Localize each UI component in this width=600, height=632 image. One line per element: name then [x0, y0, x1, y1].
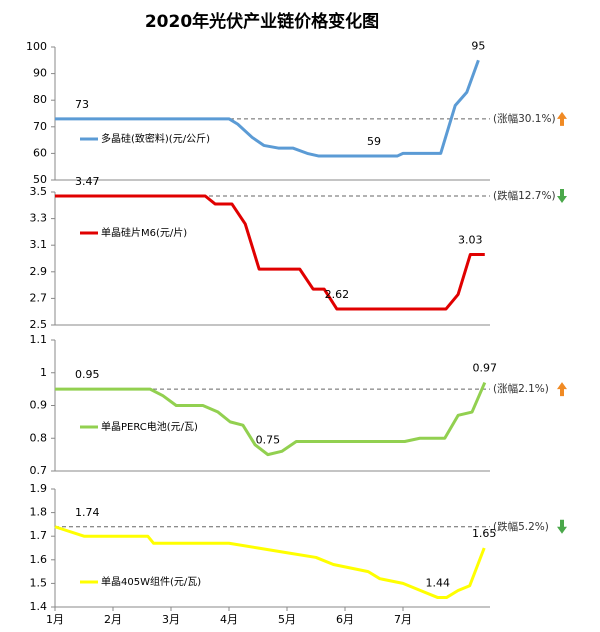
x-tick-label: 1月: [46, 613, 64, 626]
reference-note: (跌幅5.2%): [493, 520, 549, 533]
reference-arrow: [557, 188, 567, 203]
chart-title: 2020年光伏产业链价格变化图: [145, 11, 379, 32]
y-tick-label: 1.5: [30, 576, 48, 589]
y-tick-label: 2.7: [30, 291, 48, 304]
y-tick-label: 50: [33, 173, 47, 186]
series-line: [55, 381, 487, 457]
reference-arrow: [557, 519, 567, 534]
data-label: 0.75: [256, 434, 281, 447]
x-tick-label: 3月: [162, 613, 180, 626]
data-label: 1.74: [75, 506, 100, 519]
y-tick-label: 2.5: [30, 318, 48, 331]
y-tick-label: 1: [40, 366, 47, 379]
y-tick-label: 100: [26, 40, 47, 53]
reference-arrow: [557, 382, 567, 397]
legend-label: 单晶PERC电池(元/瓦): [101, 420, 198, 433]
x-tick-label: 7月: [394, 613, 412, 626]
x-tick-label: 6月: [336, 613, 354, 626]
reference-arrow: [557, 111, 567, 126]
y-tick-label: 60: [33, 146, 47, 159]
series-line: [55, 194, 485, 311]
series-line: [55, 59, 480, 158]
y-tick-label: 1.6: [30, 553, 48, 566]
legend-label: 单晶405W组件(元/瓦): [101, 575, 201, 588]
data-label: 1.44: [426, 577, 451, 590]
y-tick-label: 0.8: [30, 431, 48, 444]
y-tick-label: 1.1: [30, 333, 48, 346]
data-label: 3.03: [458, 234, 483, 247]
y-tick-label: 1.4: [30, 600, 48, 613]
y-tick-label: 70: [33, 120, 47, 133]
data-label: 3.47: [75, 175, 100, 188]
x-tick-label: 2月: [104, 613, 122, 626]
x-tick-label: 4月: [220, 613, 238, 626]
data-label: 95: [471, 39, 485, 52]
y-tick-label: 1.7: [30, 529, 48, 542]
y-tick-label: 3.3: [30, 212, 48, 225]
y-tick-label: 1.8: [30, 506, 48, 519]
y-tick-label: 2.9: [30, 265, 48, 278]
x-tick-label: 5月: [278, 613, 296, 626]
data-label: 59: [367, 135, 381, 148]
y-tick-label: 1.9: [30, 482, 48, 495]
y-tick-label: 90: [33, 67, 47, 80]
reference-note: (涨幅30.1%): [493, 112, 556, 125]
legend-label: 单晶硅片M6(元/片): [101, 226, 187, 239]
legend-label: 多晶硅(致密料)(元/公斤): [101, 132, 210, 145]
y-tick-label: 80: [33, 93, 47, 106]
y-tick-label: 3.5: [30, 185, 48, 198]
reference-note: (涨幅2.1%): [493, 382, 549, 395]
y-tick-label: 0.7: [30, 464, 48, 477]
series-line: [54, 525, 486, 600]
data-label: 1.65: [472, 527, 497, 540]
data-label: 2.62: [325, 288, 350, 301]
data-label: 0.97: [473, 362, 498, 375]
reference-note: (跌幅12.7%): [493, 189, 556, 202]
data-label: 73: [75, 98, 89, 111]
y-tick-label: 3.1: [30, 238, 48, 251]
y-tick-label: 0.9: [30, 399, 48, 412]
data-label: 0.95: [75, 368, 100, 381]
